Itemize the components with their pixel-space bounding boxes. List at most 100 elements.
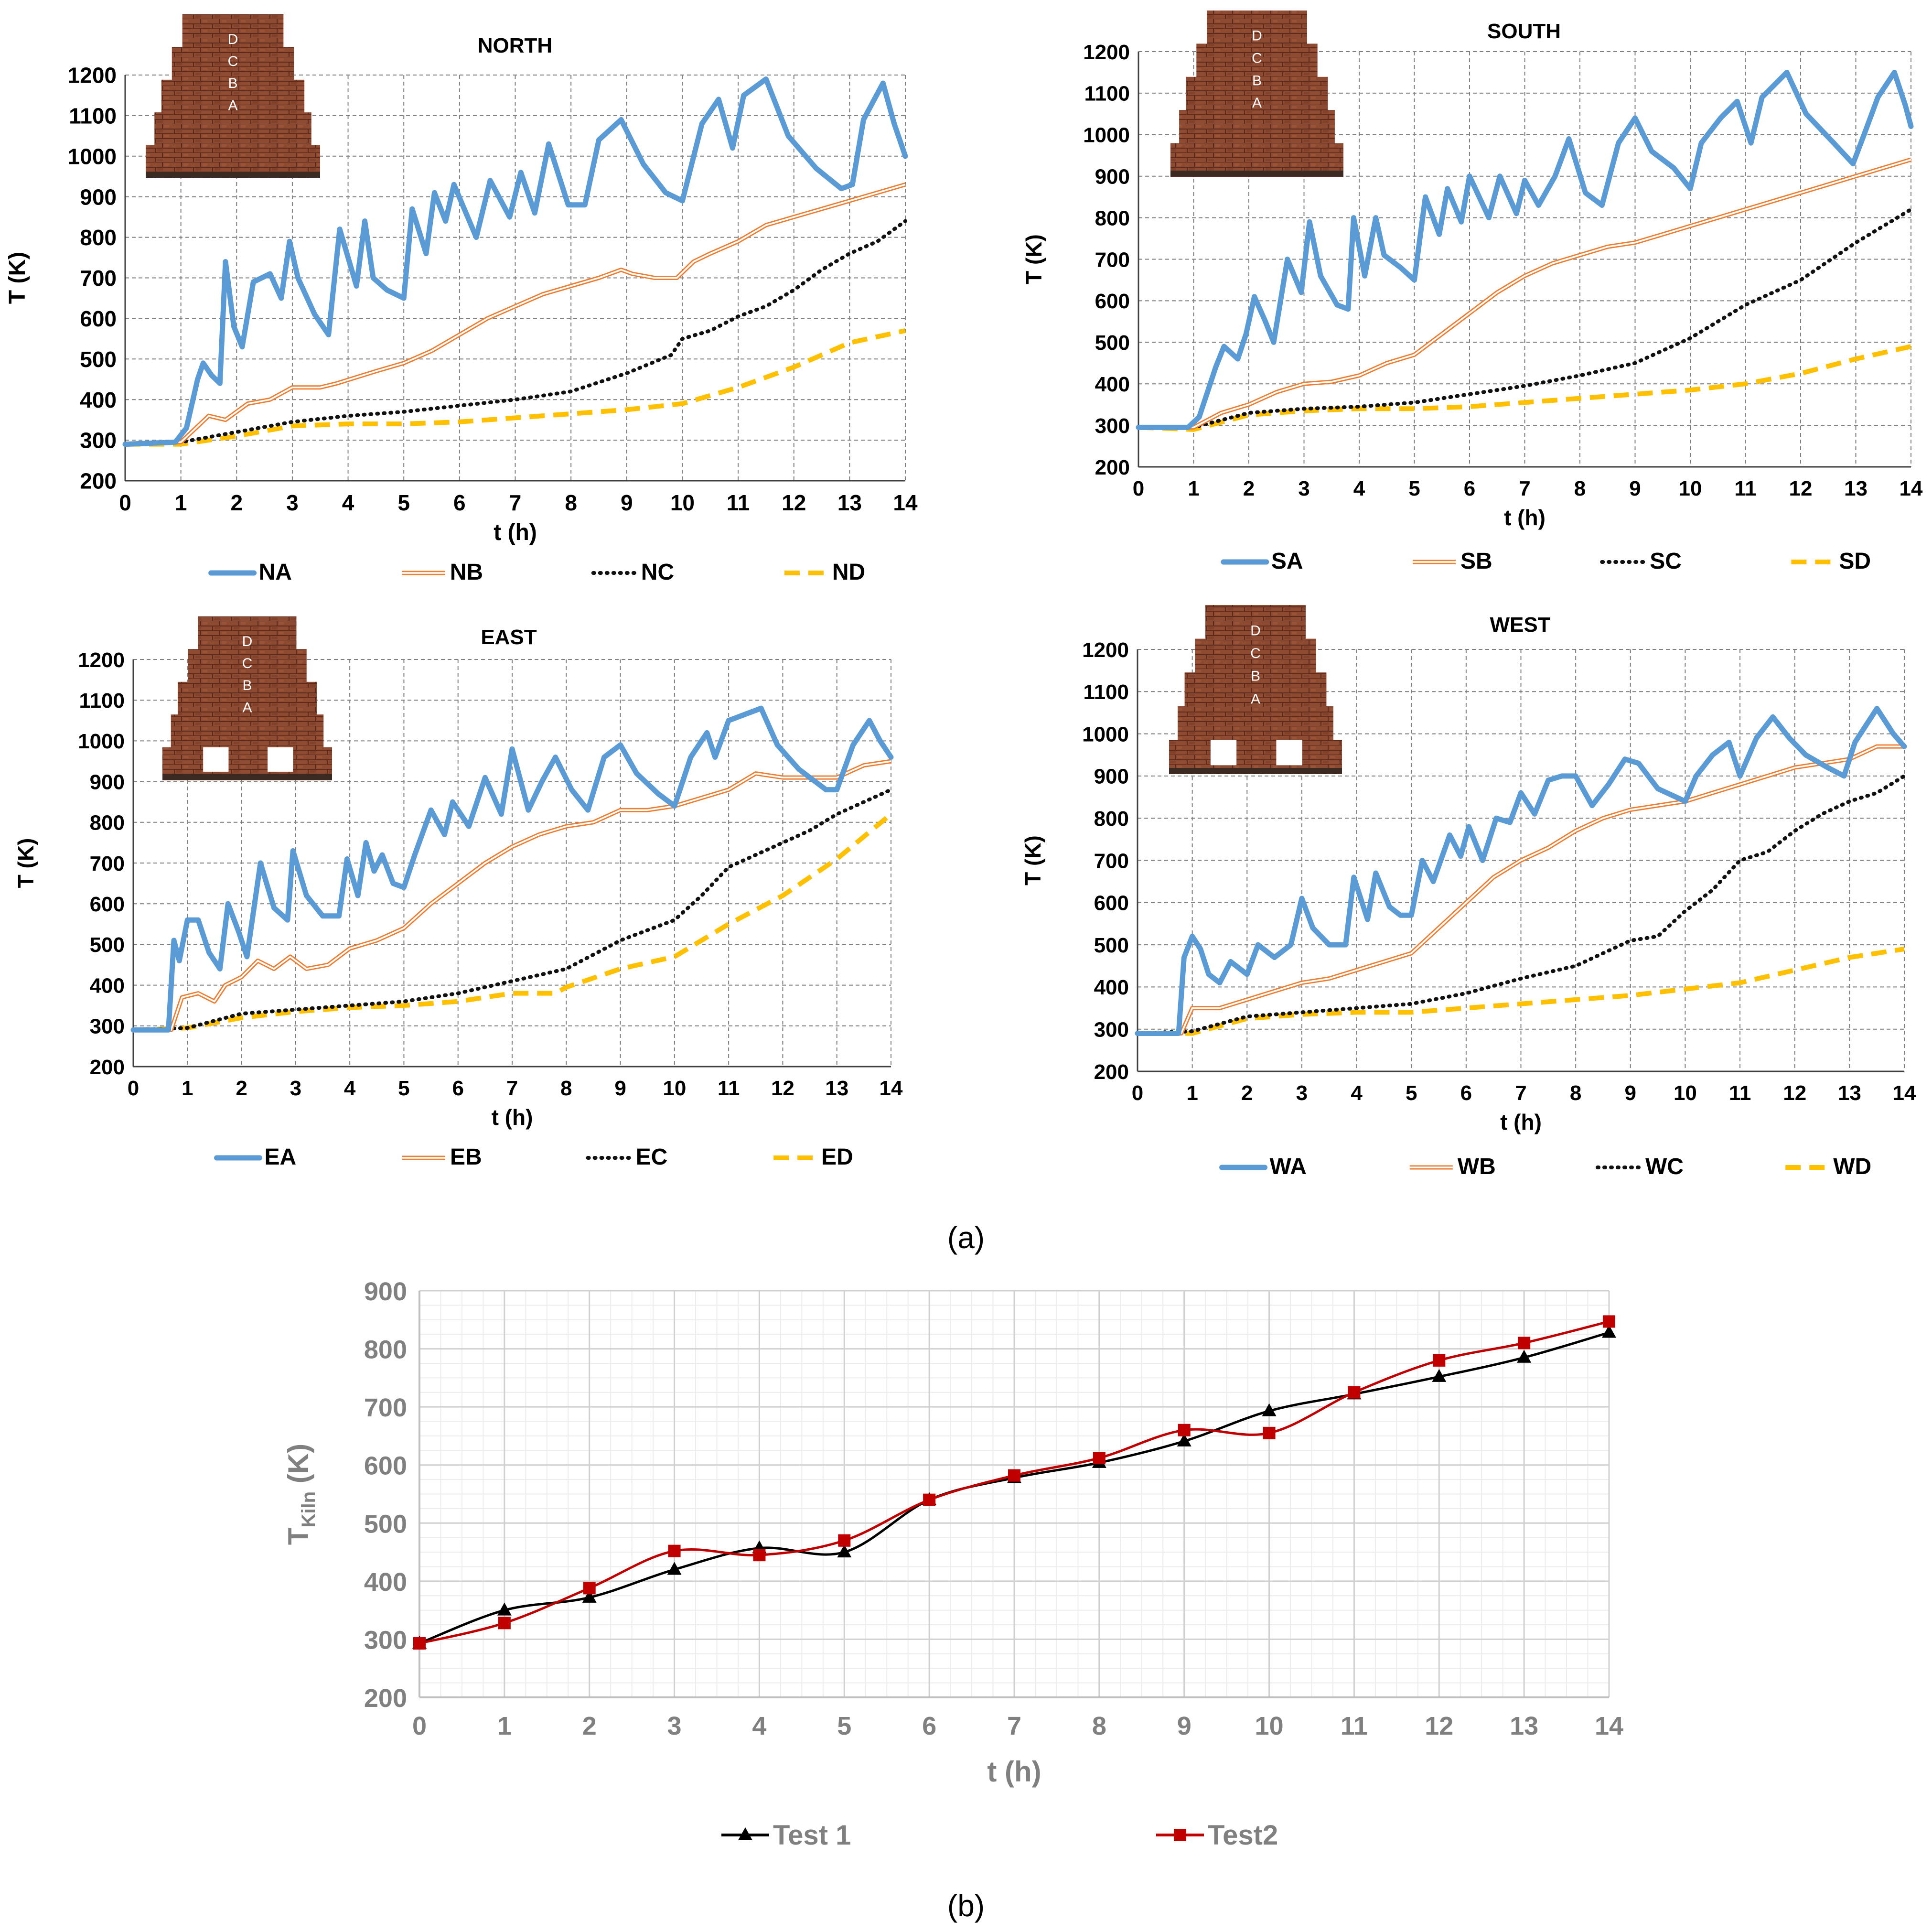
north-xtick-label: 10 <box>670 490 695 515</box>
east-kiln-label: B <box>242 678 252 693</box>
kiln-point-test2 <box>753 1549 766 1562</box>
west-series-group <box>1135 706 1907 1036</box>
east-ytick-label: 1000 <box>78 730 125 753</box>
kiln-point-test-1 <box>667 1562 682 1575</box>
south-kiln-label: C <box>1252 50 1262 66</box>
kiln-point-test2 <box>413 1637 426 1650</box>
kiln-y-axis-label: TKiln (K) <box>282 1444 319 1545</box>
north-xtick-label: 3 <box>286 490 299 515</box>
kiln-point-test2 <box>1518 1337 1531 1349</box>
north-ytick-label: 800 <box>80 225 117 250</box>
kiln-xtick-label: 4 <box>752 1712 766 1740</box>
north-kiln-tier <box>182 14 284 48</box>
south-xtick-label: 1 <box>1188 477 1199 500</box>
north-kiln-label: C <box>228 54 238 69</box>
figure-label-a: (a) <box>947 1220 985 1255</box>
kiln-point-test-1 <box>1262 1403 1277 1416</box>
east-ytick-label: 600 <box>90 893 125 916</box>
north-xtick-label: 14 <box>893 490 918 515</box>
west-legend-label-wc: WC <box>1645 1154 1684 1179</box>
kiln-point-test-1 <box>497 1602 512 1616</box>
kiln-xtick-label: 5 <box>837 1712 851 1740</box>
south-xtick-label: 13 <box>1844 477 1868 500</box>
south-ytick-label: 900 <box>1095 165 1130 189</box>
north-xtick-label: 4 <box>342 490 354 515</box>
kiln-xtick-label: 6 <box>922 1712 936 1740</box>
kiln-point-test2 <box>1093 1452 1106 1465</box>
kiln-xtick-label: 7 <box>1007 1712 1021 1740</box>
north-xtick-label: 7 <box>509 490 522 515</box>
east-xtick-label: 8 <box>560 1077 572 1100</box>
south-legend-label-sc: SC <box>1650 549 1682 574</box>
south-x-axis-label: t (h) <box>1504 505 1546 530</box>
south-ytick-label: 800 <box>1095 206 1130 230</box>
south-kiln-label: A <box>1252 95 1262 111</box>
kiln-point-test-1 <box>1602 1325 1616 1338</box>
east-xtick-label: 0 <box>128 1077 139 1100</box>
west-ytick-label: 400 <box>1094 976 1129 999</box>
kiln-ytick-label: 500 <box>364 1510 407 1538</box>
west-kiln-label: C <box>1250 646 1261 661</box>
north-kiln-label: D <box>228 32 238 47</box>
north-kiln-label: B <box>228 76 237 91</box>
west-ytick-label: 900 <box>1094 765 1129 788</box>
north-kiln-tier <box>172 47 294 80</box>
north-kiln-label: A <box>228 97 237 113</box>
east-xtick-label: 12 <box>771 1077 794 1100</box>
north-xtick-label: 8 <box>565 490 577 515</box>
kiln-ytick-label: 700 <box>364 1393 407 1422</box>
south-ytick-label: 1100 <box>1084 82 1130 106</box>
north-xtick-label: 0 <box>119 490 131 515</box>
west-xtick-label: 9 <box>1625 1081 1636 1105</box>
east-legend-label-ea: EA <box>264 1144 296 1170</box>
north-ytick-label: 1000 <box>68 144 117 169</box>
south-xtick-label: 3 <box>1298 477 1309 500</box>
east-xtick-label: 6 <box>452 1077 463 1100</box>
kiln-xtick-label: 9 <box>1177 1712 1191 1740</box>
south-legend-label-sb: SB <box>1460 549 1492 574</box>
east-xtick-label: 10 <box>663 1077 686 1100</box>
east-kiln-label: C <box>242 656 253 671</box>
north-title: NORTH <box>478 34 552 57</box>
kiln-xtick-label: 2 <box>582 1712 597 1740</box>
kiln-point-test2 <box>1603 1315 1615 1328</box>
north-xtick-label: 9 <box>621 490 633 515</box>
north-xtick-label: 2 <box>230 490 243 515</box>
east-kiln-opening <box>268 747 293 772</box>
west-title: WEST <box>1490 613 1550 637</box>
kiln-xtick-label: 1 <box>497 1712 512 1740</box>
south-ytick-label: 300 <box>1095 414 1130 438</box>
west-ytick-label: 700 <box>1094 849 1129 873</box>
west-y-axis-label: T (K) <box>1020 835 1045 885</box>
south-xtick-label: 7 <box>1519 477 1530 500</box>
kiln-y-axis-label-sub: Kiln <box>298 1491 319 1528</box>
west-xtick-label: 11 <box>1729 1081 1751 1105</box>
north-ytick-label: 500 <box>80 347 117 372</box>
south-xtick-label: 11 <box>1734 477 1757 500</box>
north-ytick-label: 900 <box>80 184 117 209</box>
east-ytick-label: 900 <box>90 770 125 794</box>
kiln-point-test2 <box>923 1493 936 1506</box>
east-legend-label-ed: ED <box>821 1144 853 1170</box>
north-ytick-label: 1200 <box>68 63 117 88</box>
east-xtick-label: 14 <box>880 1077 903 1100</box>
south-kiln-tier <box>1186 76 1328 111</box>
kiln-legend-label-test-1: Test 1 <box>773 1820 851 1851</box>
kiln-point-test2 <box>498 1617 511 1630</box>
south-kiln-tier <box>1207 11 1307 44</box>
kiln-xtick-label: 10 <box>1255 1712 1284 1740</box>
west-series-wb-inner <box>1138 745 1904 1035</box>
south-ytick-label: 700 <box>1095 248 1130 271</box>
north-ytick-label: 200 <box>80 469 117 494</box>
east-legend-label-eb: EB <box>450 1144 482 1170</box>
kiln-point-test-1 <box>582 1589 597 1603</box>
kiln-xtick-label: 13 <box>1510 1712 1538 1740</box>
kiln-xtick-label: 14 <box>1595 1712 1623 1740</box>
east-xtick-label: 11 <box>718 1077 740 1100</box>
